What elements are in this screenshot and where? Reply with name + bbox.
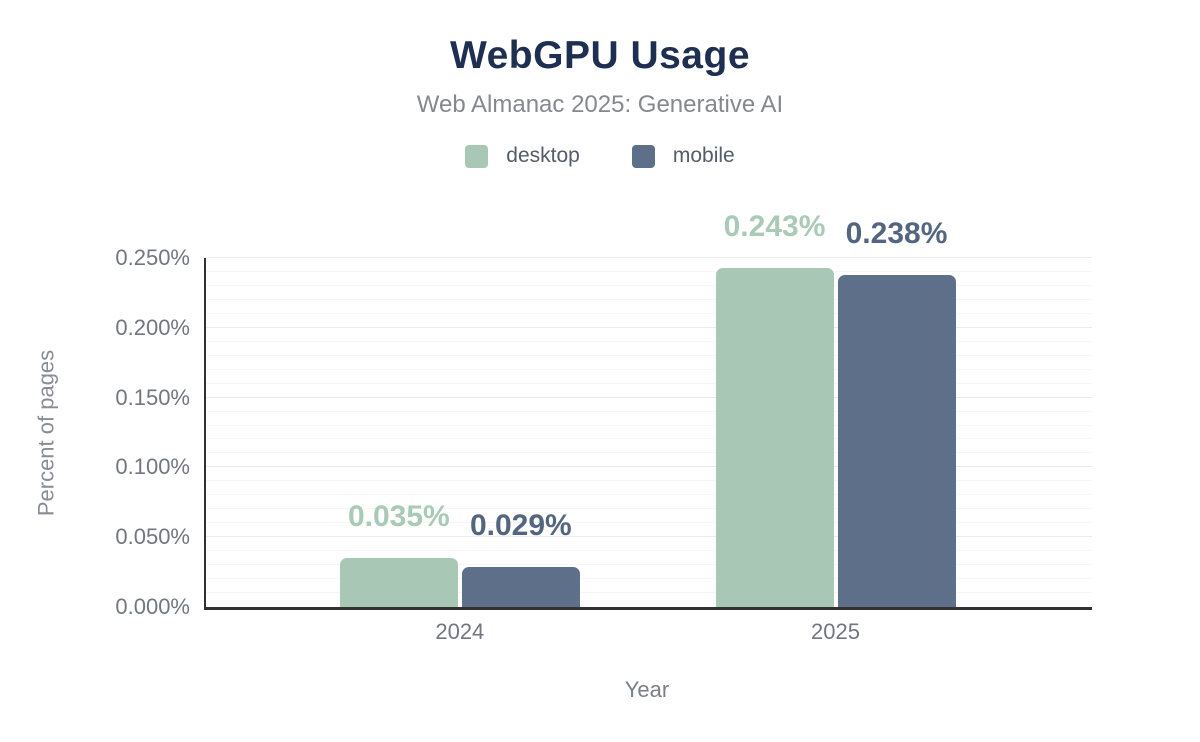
major-gridline [206,536,1092,538]
desktop-swatch-icon [465,144,489,168]
y-tick-label: 0.050% [115,524,190,550]
minor-gridline [206,452,1092,454]
y-tick-label: 0.000% [115,594,190,619]
plot-area: 0.000% 0.050% 0.100% 0.150% 0.200% 0.250% 0.03… [115,211,1092,643]
y-tick-label: 0.250% [115,245,190,270]
minor-gridline [206,340,1092,342]
minor-gridline [206,270,1092,272]
value-label-desktop-2025: 0.243% [723,209,826,243]
minor-gridline [206,382,1092,384]
x-tick-label-2025: 2025 [811,619,860,644]
bar-desktop-2025[interactable] [715,267,834,607]
chart-subtitle: Web Almanac 2025: Generative AI [416,91,784,118]
minor-gridline [206,578,1092,580]
minor-gridline [206,410,1092,412]
value-label-desktop-2024: 0.035% [347,500,450,534]
minor-gridline [206,284,1092,286]
major-gridline [206,326,1092,328]
x-axis-title: Year [624,677,670,702]
major-gridline [206,466,1092,468]
minor-gridline [206,550,1092,552]
legend: desktop mobile [0,144,1200,168]
minor-gridline [206,564,1092,566]
value-label-mobile-2025: 0.238% [845,216,948,250]
y-tick-label: 0.100% [115,454,190,480]
minor-gridline [206,522,1092,524]
minor-gridline [206,354,1092,356]
chart-title: WebGPU Usage [449,34,751,77]
minor-gridline [206,494,1092,496]
minor-gridline [206,298,1092,300]
bar-mobile-2024[interactable] [461,566,580,607]
minor-gridline [206,592,1092,594]
y-tick-label: 0.200% [115,314,190,340]
minor-gridline [206,438,1092,440]
minor-gridline [206,424,1092,426]
minor-gridline [206,508,1092,510]
mobile-swatch-icon [631,144,655,168]
legend-label-mobile: mobile [672,144,735,167]
major-gridline [206,396,1092,398]
y-tick-label: 0.150% [115,384,190,410]
minor-gridline [206,368,1092,370]
x-tick-label-2024: 2024 [435,619,485,644]
minor-gridline [206,312,1092,314]
bar-desktop-2024[interactable] [339,558,458,607]
legend-item-mobile[interactable]: mobile [631,144,735,168]
bar-mobile-2025[interactable] [837,274,956,607]
minor-gridline [206,480,1092,482]
major-gridline [206,257,1092,258]
y-axis-title: Percent of pages [33,349,59,517]
legend-item-desktop[interactable]: desktop [465,144,580,168]
value-label-mobile-2024: 0.029% [469,508,572,542]
legend-label-desktop: desktop [506,144,580,167]
